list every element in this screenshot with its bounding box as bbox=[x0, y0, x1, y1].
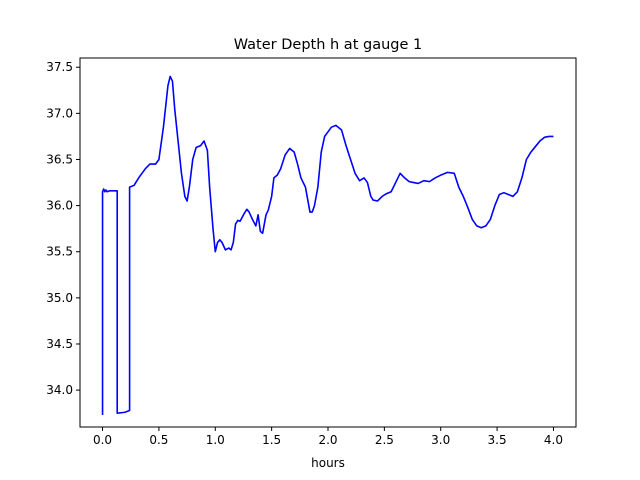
x-tick-label: 3.0 bbox=[431, 433, 450, 447]
y-tick-label: 34.0 bbox=[46, 383, 73, 397]
y-tick-label: 37.0 bbox=[46, 106, 73, 120]
y-tick-label: 36.0 bbox=[46, 199, 73, 213]
x-tick-label: 1.5 bbox=[262, 433, 281, 447]
y-tick-label: 35.0 bbox=[46, 291, 73, 305]
x-axis: 0.0 0.5 1.0 1.5 2.0 2.5 3.0 3.5 4.0 bbox=[93, 427, 563, 447]
chart-title: Water Depth h at gauge 1 bbox=[234, 37, 422, 53]
plot-frame bbox=[79, 57, 577, 428]
x-tick-label: 1.0 bbox=[206, 433, 225, 447]
y-tick-label: 34.5 bbox=[46, 337, 73, 351]
y-tick-label: 37.5 bbox=[46, 60, 73, 74]
x-tick-label: 3.5 bbox=[488, 433, 507, 447]
x-tick-label: 2.5 bbox=[375, 433, 394, 447]
y-tick-label: 36.5 bbox=[46, 152, 73, 166]
series-line-1 bbox=[101, 75, 554, 416]
y-tick-label: 35.5 bbox=[46, 245, 73, 259]
x-axis-label: hours bbox=[311, 456, 345, 470]
x-tick-label: 0.5 bbox=[149, 433, 168, 447]
x-tick-label: 2.0 bbox=[318, 433, 337, 447]
x-tick-label: 4.0 bbox=[544, 433, 563, 447]
y-axis: 34.0 34.5 35.0 35.5 36.0 36.5 37.0 37.5 bbox=[46, 60, 80, 397]
plot-area bbox=[79, 57, 577, 428]
x-tick-label: 0.0 bbox=[93, 433, 112, 447]
